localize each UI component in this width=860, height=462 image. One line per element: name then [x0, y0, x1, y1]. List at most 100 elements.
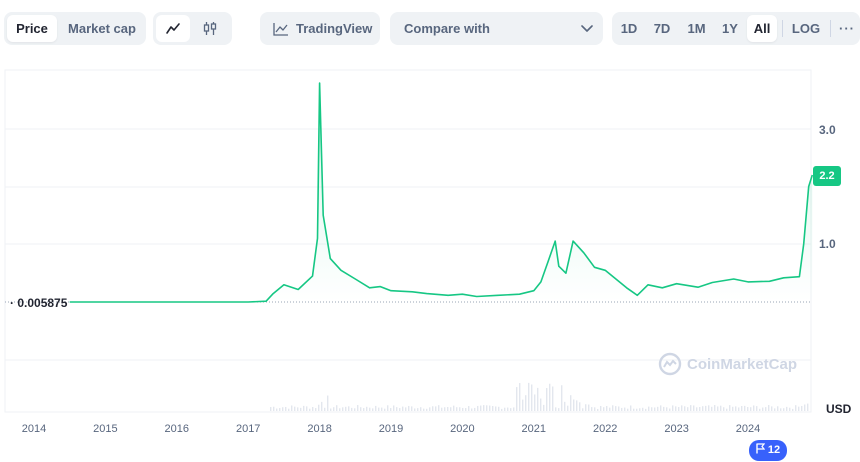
volume-bar [486, 405, 488, 411]
y-tick-label: 1.0 [819, 237, 836, 251]
volume-bar [699, 407, 701, 411]
volume-bar [441, 407, 443, 411]
volume-bar [276, 408, 278, 411]
line-chart-button[interactable] [156, 15, 190, 42]
range-1m[interactable]: 1M [687, 21, 706, 36]
currency-label: USD [826, 402, 852, 416]
volume-bar [768, 405, 770, 411]
volume-bar [672, 405, 674, 411]
volume-bar [309, 408, 311, 411]
chart-type-toggle [153, 12, 232, 45]
volume-bar [738, 407, 740, 411]
log-scale-toggle[interactable]: LOG [791, 21, 821, 36]
volume-bar [270, 407, 272, 411]
volume-bar [330, 408, 332, 411]
volume-bar [459, 407, 461, 411]
volume-bars [270, 382, 809, 411]
volume-bar [282, 407, 284, 411]
range-1d[interactable]: 1D [620, 21, 638, 36]
compare-with-dropdown[interactable]: Compare with [390, 12, 603, 45]
volume-bar [555, 407, 557, 411]
candlestick-button[interactable] [193, 15, 227, 42]
volume-bar [783, 408, 785, 411]
volume-bar [591, 407, 593, 411]
x-tick-label: 2015 [93, 423, 117, 435]
volume-bar [549, 383, 551, 411]
x-tick-label: 2020 [450, 423, 474, 435]
volume-bar [798, 406, 800, 411]
chevron-down-icon [581, 25, 593, 32]
volume-bar [528, 382, 530, 411]
more-options-button[interactable]: ··· [839, 21, 855, 36]
y-tick-label: 3.0 [819, 123, 836, 137]
volume-bar [669, 408, 671, 411]
volume-bar [381, 407, 383, 411]
volume-bar [654, 407, 656, 411]
volume-bar [303, 405, 305, 411]
range-7d[interactable]: 7D [653, 21, 671, 36]
volume-bar [618, 406, 620, 411]
volume-bar [447, 407, 449, 411]
volume-bar [582, 408, 584, 411]
volume-bar [456, 407, 458, 411]
price-tab[interactable]: Price [7, 15, 57, 42]
volume-bar [315, 408, 317, 411]
coinmarketcap-watermark: CoinMarketCap [658, 352, 797, 376]
x-tick-label: 2014 [22, 423, 46, 435]
volume-bar [570, 395, 572, 411]
range-all[interactable]: All [747, 15, 777, 42]
x-tick-label: 2023 [664, 423, 688, 435]
volume-bar [492, 406, 494, 411]
volume-bar [468, 406, 470, 411]
volume-bar [501, 408, 503, 411]
volume-bar [354, 408, 356, 411]
volume-bar [294, 406, 296, 411]
tradingview-button[interactable]: TradingView [260, 12, 380, 45]
volume-bar [414, 408, 416, 411]
volume-bar [639, 408, 641, 411]
volume-bar [534, 394, 536, 411]
volume-bar [408, 405, 410, 411]
volume-bar [306, 406, 308, 411]
volume-bar [402, 406, 404, 411]
volume-bar [516, 387, 518, 411]
volume-bar [681, 405, 683, 411]
volume-bar [540, 398, 542, 411]
volume-bar [765, 407, 767, 411]
x-tick-label: 2018 [307, 423, 331, 435]
volume-bar [279, 408, 281, 411]
volume-bar [333, 407, 335, 411]
events-flag-button[interactable]: 12 [749, 440, 787, 461]
range-1y[interactable]: 1Y [722, 21, 738, 36]
volume-bar [498, 406, 500, 411]
volume-bar [585, 404, 587, 411]
volume-bar [789, 407, 791, 411]
market-cap-tab[interactable]: Market cap [68, 21, 136, 36]
volume-bar [285, 406, 287, 411]
flag-icon [756, 443, 766, 454]
volume-bar [600, 405, 602, 411]
volume-bar [327, 395, 329, 411]
volume-bar [795, 405, 797, 411]
volume-bar [732, 406, 734, 411]
volume-bar [378, 407, 380, 411]
volume-bar [366, 406, 368, 411]
volume-bar [375, 405, 377, 411]
volume-bar [756, 406, 758, 411]
volume-bar [762, 407, 764, 411]
volume-bar [774, 408, 776, 411]
volume-bar [300, 407, 302, 411]
volume-bar [609, 407, 611, 411]
volume-bar [426, 408, 428, 411]
watermark-text: CoinMarketCap [687, 355, 798, 373]
volume-bar [480, 405, 482, 411]
volume-bar [297, 407, 299, 411]
volume-bar [660, 405, 662, 411]
volume-bar [429, 407, 431, 411]
volume-bar [735, 406, 737, 411]
volume-bar [627, 408, 629, 411]
volume-bar [351, 407, 353, 411]
volume-bar [603, 407, 605, 411]
volume-bar [423, 408, 425, 411]
volume-bar [384, 408, 386, 411]
